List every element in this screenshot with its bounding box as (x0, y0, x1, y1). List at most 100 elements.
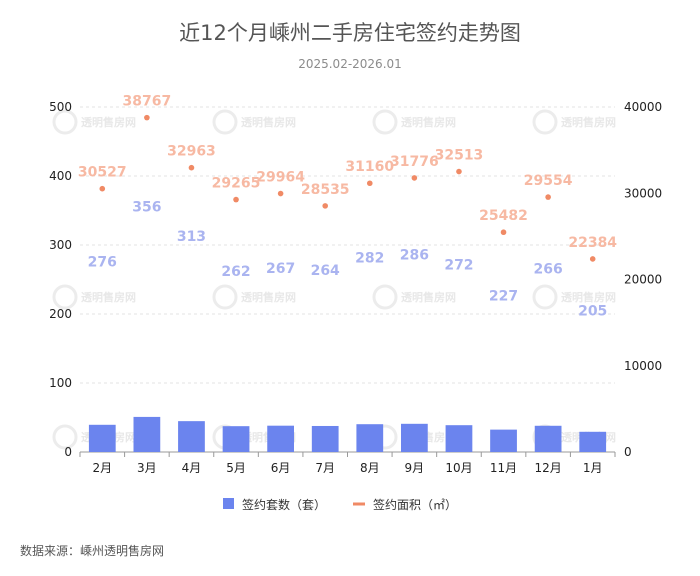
watermark-circle (52, 109, 78, 135)
watermark-text: 透明售房网 (81, 115, 136, 129)
bar-value-label: 264 (311, 263, 340, 279)
bar[interactable] (133, 416, 161, 452)
watermark-text: 透明售房网 (561, 290, 616, 304)
line-value-label: 29554 (524, 173, 573, 189)
x-tick-label: 2月 (92, 461, 112, 475)
bar[interactable] (490, 429, 517, 452)
watermark-circle (52, 424, 78, 450)
y-right-tick-label: 0 (624, 445, 632, 459)
watermark-circle (212, 284, 238, 310)
y-right-tick-label: 20000 (624, 273, 662, 287)
line-point[interactable] (456, 168, 462, 175)
x-tick-label: 6月 (271, 461, 291, 475)
bar[interactable] (445, 425, 473, 452)
x-tick-label: 10月 (445, 461, 472, 475)
y-left-tick-label: 500 (49, 100, 72, 114)
line-point[interactable] (366, 180, 373, 187)
watermark-text: 透明售房网 (241, 115, 296, 129)
bar[interactable] (534, 425, 562, 452)
watermark-circle (532, 109, 558, 135)
watermark-text: 透明售房网 (81, 290, 136, 304)
line-point[interactable] (233, 196, 239, 203)
bar-value-label: 356 (132, 199, 161, 215)
bar[interactable] (267, 425, 294, 452)
y-left-tick-label: 200 (49, 307, 72, 321)
line-point[interactable] (500, 229, 507, 236)
x-tick-label: 5月 (226, 461, 246, 475)
bar[interactable] (178, 421, 205, 452)
legend-line-label: 签约面积（㎡） (373, 497, 457, 512)
watermark-circle (532, 284, 558, 310)
line-point[interactable] (99, 185, 106, 192)
watermark-text: 透明售房网 (401, 290, 456, 304)
y-left-tick-label: 100 (49, 376, 72, 390)
bar[interactable] (401, 423, 428, 452)
legend[interactable]: 签约套数（套） 签约面积（㎡） (223, 497, 457, 512)
bar-value-label: 205 (578, 304, 607, 320)
line-point[interactable] (589, 256, 596, 262)
y-left-tick-label: 0 (64, 445, 72, 459)
x-tick-label: 11月 (490, 461, 517, 475)
watermark-circle (212, 109, 238, 135)
y-left-tick-label: 400 (49, 169, 72, 183)
source-note: 数据来源：嵊州透明售房网 (20, 543, 164, 558)
line-value-label: 28535 (301, 182, 350, 198)
bar-value-label: 267 (266, 261, 295, 277)
x-tick-label: 4月 (182, 461, 202, 475)
watermark-circle (372, 284, 398, 310)
x-tick-label: 8月 (360, 461, 380, 475)
line-value-label: 31776 (390, 154, 439, 170)
y-left-tick-label: 300 (49, 238, 72, 252)
line-value-label: 29964 (256, 170, 305, 186)
bar-value-label: 262 (221, 264, 250, 280)
watermark-text: 透明售房网 (401, 115, 456, 129)
watermark-text: 透明售房网 (561, 115, 616, 129)
watermark-circle (372, 109, 398, 135)
line-series (99, 114, 596, 262)
x-axis: 2月 3月 4月 5月 6月 7月 8月 9月 10月 11月 12月 1月 (79, 452, 616, 475)
x-tick-label: 12月 (534, 461, 561, 475)
y-axis-right: 0 10000 20000 30000 40000 (624, 100, 662, 459)
bar-value-label: 227 (489, 288, 518, 304)
line-value-label: 30527 (78, 165, 127, 181)
bar[interactable] (88, 424, 116, 452)
line-value-label: 25482 (479, 208, 528, 224)
line-value-label: 31160 (345, 159, 394, 175)
bar[interactable] (311, 425, 339, 452)
watermark-circle (52, 284, 78, 310)
line-point[interactable] (545, 194, 551, 200)
y-axis-left: 0 100 200 300 400 500 (49, 100, 72, 459)
chart-title: 近12个月嵊州二手房住宅签约走势图 (179, 21, 521, 45)
legend-bar-swatch (223, 498, 234, 509)
bar[interactable] (222, 426, 250, 452)
bar-value-label: 266 (534, 261, 563, 277)
y-right-tick-label: 10000 (624, 359, 662, 373)
bar-value-label: 272 (444, 257, 473, 273)
legend-bar-label: 签约套数（套） (242, 497, 326, 512)
line-value-label: 22384 (568, 235, 617, 251)
data-labels: 276 356 313 262 267 264 282 286 272 227 266 205 3052… (78, 94, 617, 320)
bar-value-label: 282 (355, 250, 384, 266)
line-value-label: 29265 (212, 176, 261, 192)
line-point[interactable] (144, 114, 150, 121)
line-value-label: 32963 (167, 144, 216, 160)
x-tick-label: 3月 (137, 461, 157, 475)
y-right-tick-label: 30000 (624, 186, 662, 200)
line-value-label: 38767 (123, 94, 172, 110)
x-tick-label: 7月 (315, 461, 335, 475)
line-point[interactable] (322, 203, 329, 209)
bar[interactable] (356, 424, 384, 452)
line-point[interactable] (188, 164, 195, 171)
line-point[interactable] (277, 190, 284, 197)
bar-value-label: 286 (400, 248, 429, 264)
watermark-text: 透明售房网 (241, 290, 296, 304)
x-tick-label: 1月 (583, 461, 603, 475)
line-value-label: 32513 (435, 148, 484, 164)
line-point[interactable] (411, 175, 418, 181)
chart-subtitle: 2025.02-2026.01 (298, 57, 402, 71)
x-tick-label: 9月 (405, 461, 425, 475)
bar-value-label: 313 (177, 229, 206, 245)
bar[interactable] (579, 431, 607, 452)
